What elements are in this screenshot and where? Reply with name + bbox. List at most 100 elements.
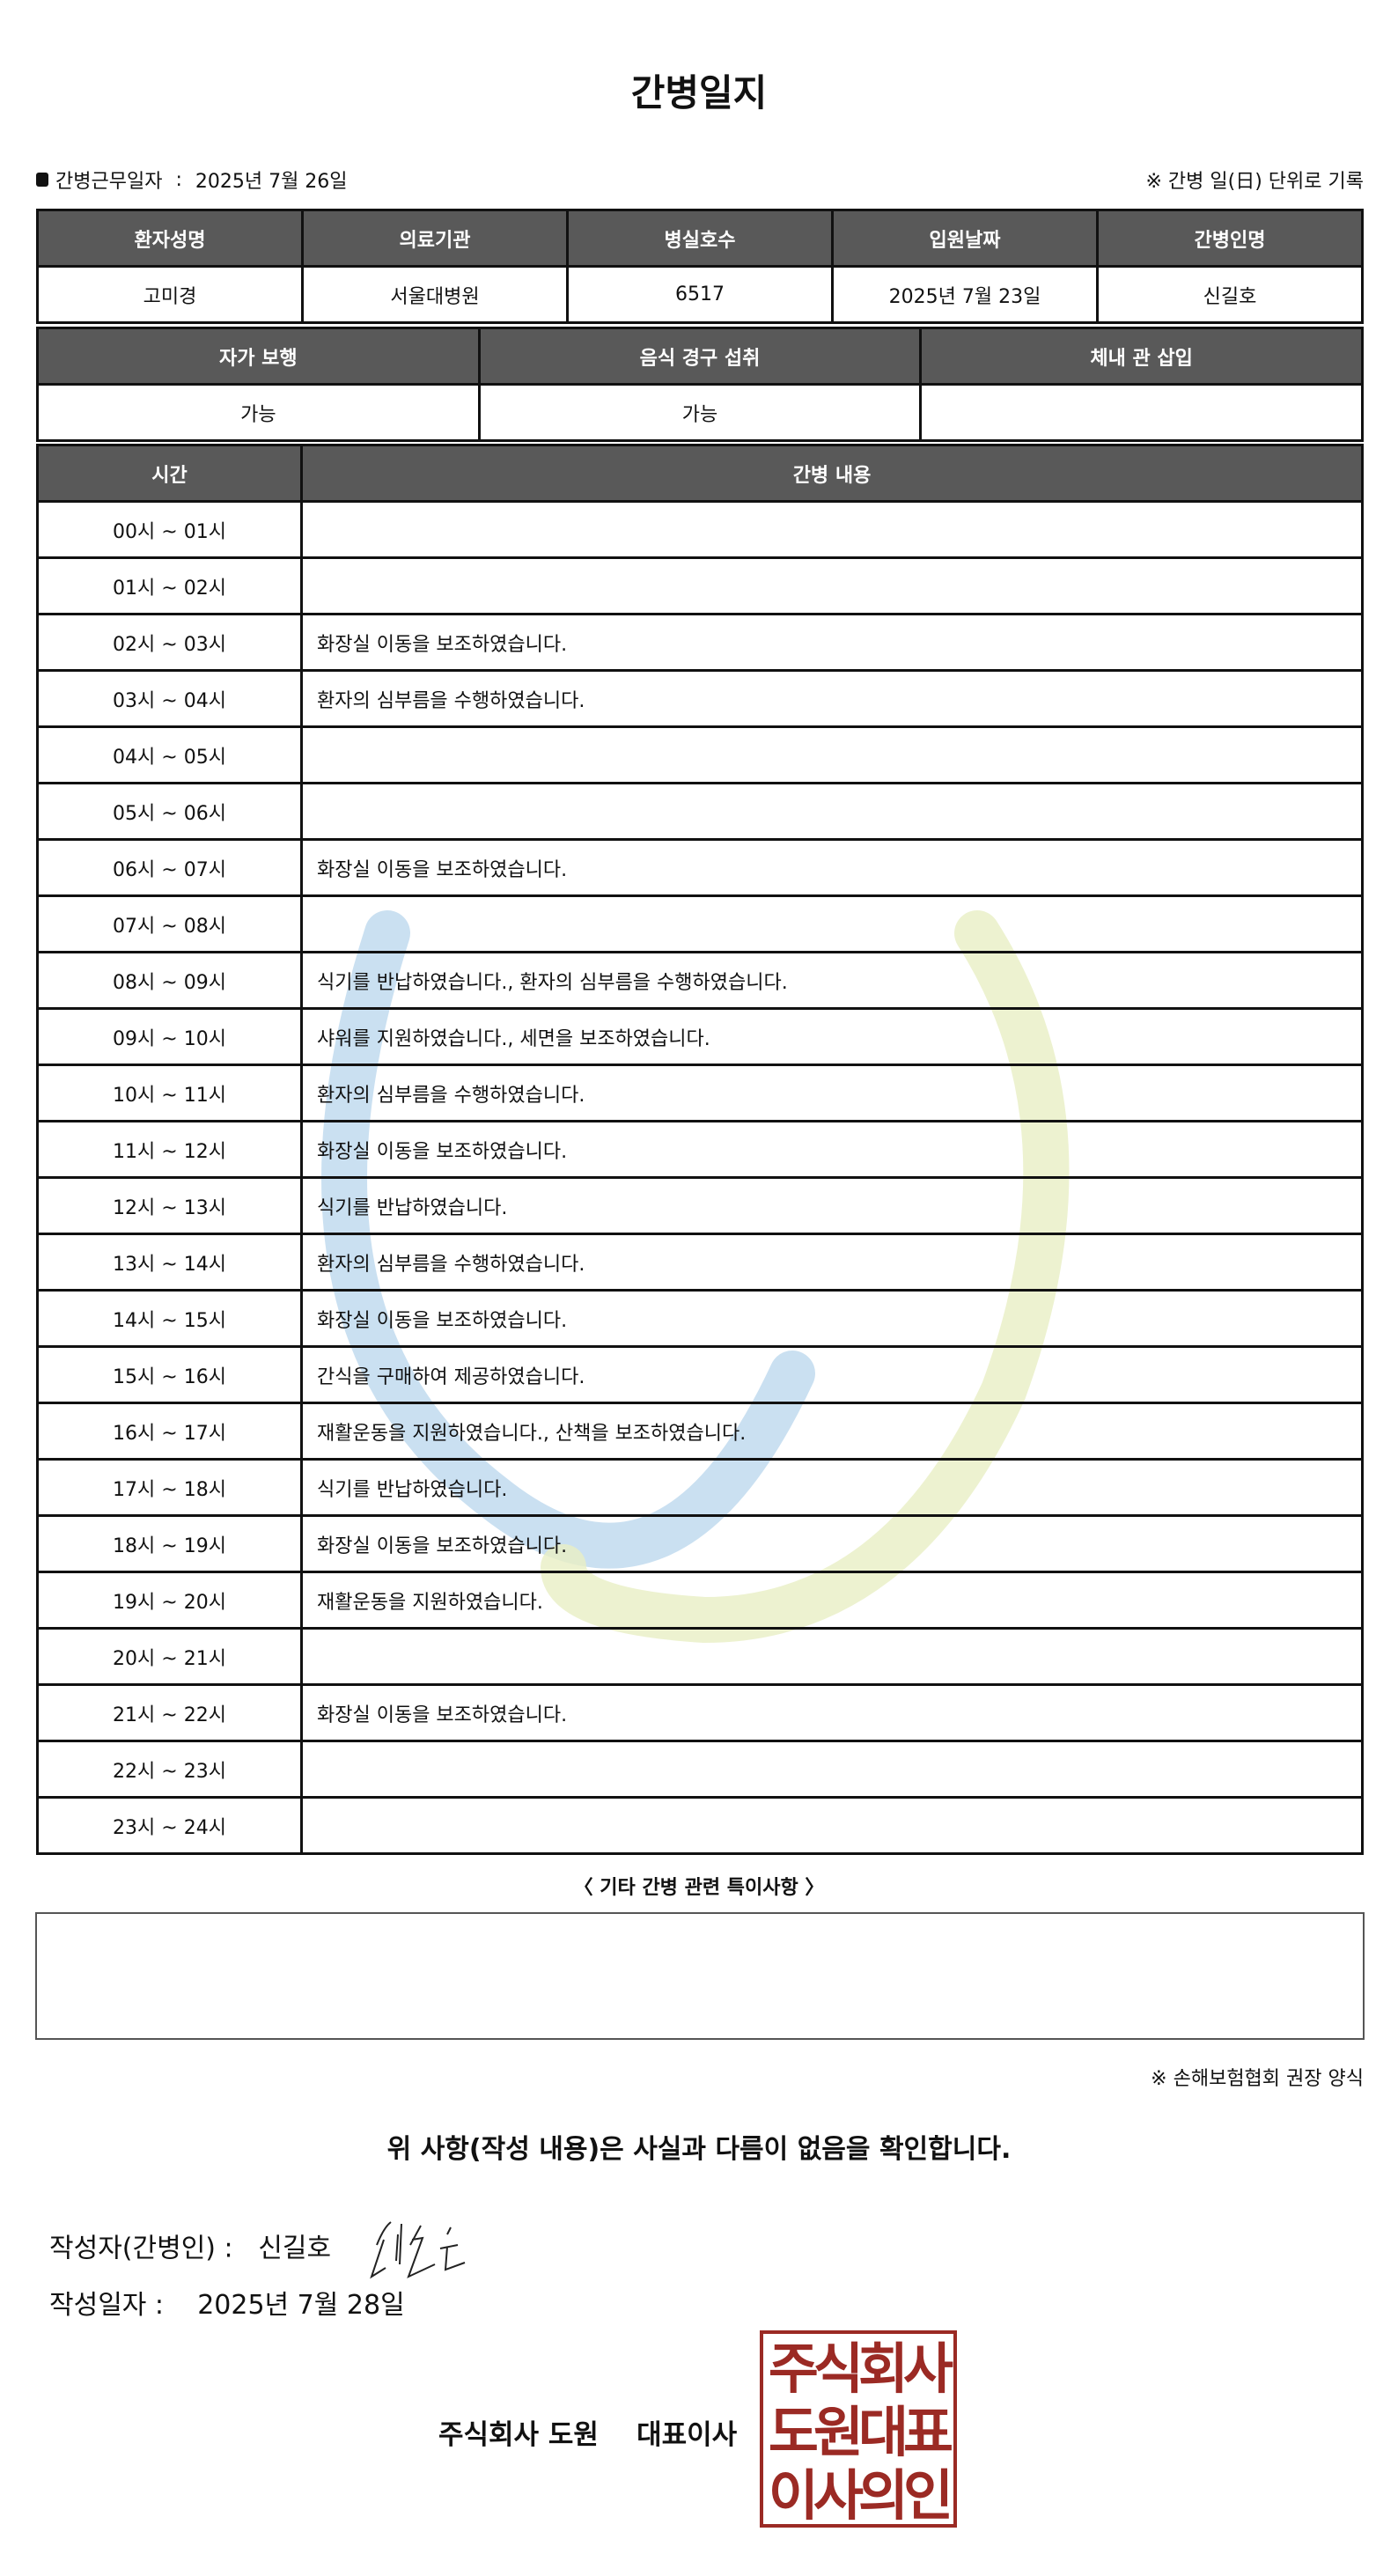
confirmation-statement: 위 사항(작성 내용)은 사실과 다름이 없음을 확인합니다.	[386, 2134, 1012, 2165]
time-slot: 20시 ~ 21시	[36, 1627, 303, 1686]
column-header: 음식 경구 섭취	[477, 327, 923, 386]
seal-line: 도원대표	[768, 2400, 953, 2464]
time-slot: 16시 ~ 17시	[36, 1402, 303, 1461]
written-date-label: 작성일자 :	[49, 2290, 165, 2321]
column-header: 의료기관	[301, 209, 569, 268]
footnote: ※ 손해보험협회 권장 양식	[1151, 2068, 1364, 2090]
table-row: 19시 ~ 20시 재활운동을 지원하였습니다.	[36, 1571, 1364, 1630]
table-row: 08시 ~ 09시 식기를 반납하였습니다., 환자의 심부름을 수행하였습니다.	[36, 951, 1364, 1010]
table-row: 06시 ~ 07시 화장실 이동을 보조하였습니다.	[36, 838, 1364, 897]
time-slot: 01시 ~ 02시	[36, 556, 303, 615]
table-row: 18시 ~ 19시 화장실 이동을 보조하였습니다.	[36, 1514, 1364, 1573]
time-slot: 14시 ~ 15시	[36, 1289, 303, 1348]
table-row: 02시 ~ 03시 화장실 이동을 보조하였습니다.	[36, 613, 1364, 672]
column-header: 병실호수	[566, 209, 834, 268]
time-slot: 19시 ~ 20시	[36, 1571, 303, 1630]
column-header: 자가 보행	[36, 327, 481, 386]
care-content: 화장실 이동을 보조하였습니다.	[300, 1120, 1364, 1179]
time-slot: 12시 ~ 13시	[36, 1176, 303, 1235]
cell-value: 신길호	[1096, 265, 1364, 324]
cell-value: 6517	[566, 265, 834, 324]
care-content	[300, 556, 1364, 615]
care-content: 환자의 심부름을 수행하였습니다.	[300, 1233, 1364, 1292]
time-slot: 02시 ~ 03시	[36, 613, 303, 672]
time-slot: 10시 ~ 11시	[36, 1064, 303, 1122]
work-date: 간병근무일자 : 2025년 7월 26일	[36, 166, 348, 194]
time-slot: 08시 ~ 09시	[36, 951, 303, 1010]
separator: :	[169, 168, 188, 191]
time-slot: 09시 ~ 10시	[36, 1007, 303, 1066]
work-date-label: 간병근무일자	[55, 171, 163, 193]
time-slot: 22시 ~ 23시	[36, 1740, 303, 1799]
cell-value	[919, 383, 1364, 442]
table-row: 01시 ~ 02시	[36, 556, 1364, 615]
cell-value: 2025년 7월 23일	[831, 265, 1099, 324]
care-content	[300, 1740, 1364, 1799]
column-header: 간병인명	[1096, 209, 1364, 268]
time-slot: 17시 ~ 18시	[36, 1458, 303, 1517]
care-content: 화장실 이동을 보조하였습니다.	[300, 1514, 1364, 1573]
time-slot: 03시 ~ 04시	[36, 669, 303, 728]
time-slot: 23시 ~ 24시	[36, 1796, 303, 1855]
table-row: 05시 ~ 06시	[36, 782, 1364, 841]
time-slot: 04시 ~ 05시	[36, 725, 303, 784]
record-note: ※ 간병 일(日) 단위로 기록	[1145, 171, 1365, 193]
signature	[369, 2221, 465, 2279]
care-content	[300, 782, 1364, 841]
care-content: 식기를 반납하였습니다.	[300, 1176, 1364, 1235]
care-content: 화장실 이동을 보조하였습니다.	[300, 1683, 1364, 1742]
cell-value: 가능	[477, 383, 923, 442]
care-content: 식기를 반납하였습니다.	[300, 1458, 1364, 1517]
writer: 작성자(간병인) : 신길호	[49, 2219, 507, 2280]
column-header: 간병 내용	[300, 444, 1364, 503]
bullet-icon	[36, 173, 48, 187]
time-slot: 15시 ~ 16시	[36, 1345, 303, 1404]
table-row: 12시 ~ 13시 식기를 반납하였습니다.	[36, 1176, 1364, 1235]
table-row: 14시 ~ 15시 화장실 이동을 보조하였습니다.	[36, 1289, 1364, 1348]
care-content: 환자의 심부름을 수행하였습니다.	[300, 669, 1364, 728]
written-date-value: 2025년 7월 28일	[197, 2290, 405, 2321]
care-content	[300, 894, 1364, 953]
column-header: 환자성명	[36, 209, 304, 268]
table-row: 20시 ~ 21시	[36, 1627, 1364, 1686]
care-content: 재활운동을 지원하였습니다.	[300, 1571, 1364, 1630]
notes-title: 〈 기타 간병 관련 특이사항 〉	[573, 1877, 825, 1899]
time-slot: 07시 ~ 08시	[36, 894, 303, 953]
care-content: 화장실 이동을 보조하였습니다.	[300, 1289, 1364, 1348]
care-content: 식기를 반납하였습니다., 환자의 심부름을 수행하였습니다.	[300, 951, 1364, 1010]
seal-line: 주식회사	[768, 2337, 953, 2401]
care-content: 간식을 구매하여 제공하였습니다.	[300, 1345, 1364, 1404]
care-content: 환자의 심부름을 수행하였습니다.	[300, 1064, 1364, 1122]
table-row: 10시 ~ 11시 환자의 심부름을 수행하였습니다.	[36, 1064, 1364, 1122]
cell-value: 가능	[36, 383, 481, 442]
time-slot: 05시 ~ 06시	[36, 782, 303, 841]
table-row: 11시 ~ 12시 화장실 이동을 보조하였습니다.	[36, 1120, 1364, 1179]
table-row: 13시 ~ 14시 환자의 심부름을 수행하였습니다.	[36, 1233, 1364, 1292]
time-slot: 06시 ~ 07시	[36, 838, 303, 897]
table-row: 00시 ~ 01시	[36, 500, 1364, 559]
table-row: 09시 ~ 10시 샤워를 지원하였습니다., 세면을 보조하였습니다.	[36, 1007, 1364, 1066]
seal-line: 이사의인	[768, 2463, 953, 2528]
care-content	[300, 1796, 1364, 1855]
care-content: 화장실 이동을 보조하였습니다.	[300, 838, 1364, 897]
table-row: 17시 ~ 18시 식기를 반납하였습니다.	[36, 1458, 1364, 1517]
cell-value: 서울대병원	[301, 265, 569, 324]
status-table: 자가 보행 음식 경구 섭취 체내 관 삽입 가능 가능	[36, 327, 1364, 442]
writer-label: 작성자(간병인) :	[49, 2233, 233, 2264]
care-content: 재활운동을 지원하였습니다., 산책을 보조하였습니다.	[300, 1402, 1364, 1461]
page-title: 간병일지	[630, 71, 768, 114]
care-content	[300, 500, 1364, 559]
table-row: 04시 ~ 05시	[36, 725, 1364, 784]
work-date-value: 2025년 7월 26일	[195, 171, 348, 193]
time-slot: 13시 ~ 14시	[36, 1233, 303, 1292]
time-slot: 00시 ~ 01시	[36, 500, 303, 559]
time-slot: 11시 ~ 12시	[36, 1120, 303, 1179]
table-row: 21시 ~ 22시 화장실 이동을 보조하였습니다.	[36, 1683, 1364, 1742]
table-row: 07시 ~ 08시	[36, 894, 1364, 953]
care-content: 화장실 이동을 보조하였습니다.	[300, 613, 1364, 672]
patient-table: 환자성명 의료기관 병실호수 입원날짜 간병인명 고미경 서울대병원 6517 2025년 7월…	[36, 209, 1364, 324]
time-slot: 18시 ~ 19시	[36, 1514, 303, 1573]
company-seal: 주식회사 도원대표 이사의인	[760, 2330, 957, 2528]
notes-box	[35, 1912, 1365, 2040]
column-header: 체내 관 삽입	[919, 327, 1364, 386]
